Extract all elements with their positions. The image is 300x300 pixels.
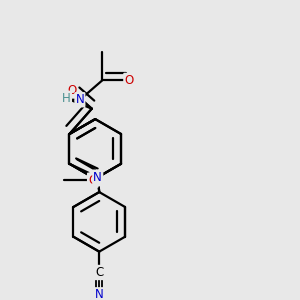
Text: O: O [124, 74, 134, 87]
Text: O: O [67, 85, 76, 98]
Text: C: C [95, 266, 103, 279]
Text: N: N [95, 288, 103, 300]
Text: N: N [93, 171, 102, 184]
Text: O: O [88, 174, 98, 187]
Text: N: N [76, 93, 84, 106]
Text: O: O [91, 172, 100, 185]
Text: H: H [62, 92, 71, 105]
